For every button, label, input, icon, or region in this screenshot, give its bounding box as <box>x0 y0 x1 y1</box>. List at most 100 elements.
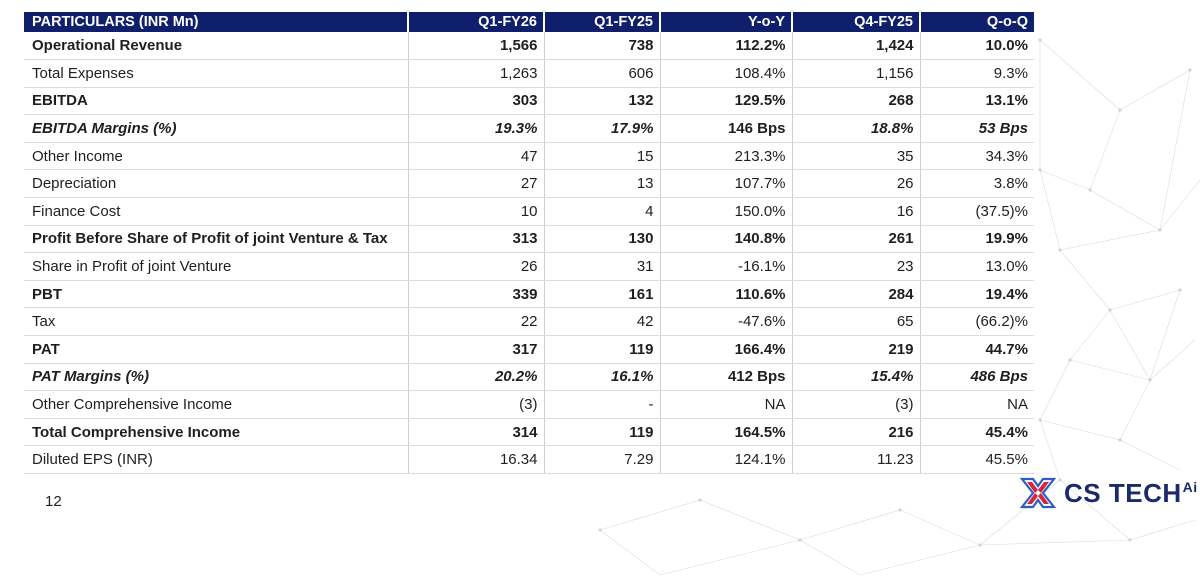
row-label: Profit Before Share of Profit of joint V… <box>24 225 409 254</box>
table-cell: (3) <box>408 390 545 419</box>
table-cell: 313 <box>408 225 545 254</box>
table-header: PARTICULARS (INR Mn) Q1-FY26 Q1-FY25 Y-o-Y Q… <box>24 12 1034 32</box>
table-row: Total Expenses 1,263 606 108.4% 1,156 9.3% <box>24 59 1034 88</box>
table-cell: 166.4% <box>660 335 793 364</box>
table-row: Depreciation 27 13 107.7% 26 3.8% <box>24 169 1034 199</box>
table-cell: 23 <box>792 252 921 281</box>
row-label: Depreciation <box>24 169 409 199</box>
table-cell: 15.4% <box>792 363 921 392</box>
table-body: Operational Revenue 1,566 738 112.2% 1,424 10… <box>24 32 1034 474</box>
table-cell: 412 Bps <box>660 363 793 392</box>
financial-results-table-container: PARTICULARS (INR Mn) Q1-FY26 Q1-FY25 Y-o-Y Q… <box>24 12 1034 474</box>
row-label: PBT <box>24 280 409 309</box>
table-cell: 261 <box>792 225 921 254</box>
table-row: Total Comprehensive Income 314 119 164.5% 21… <box>24 418 1034 447</box>
cs-tech-logo: CS TECHAi <box>1018 470 1198 516</box>
table-cell: 303 <box>408 87 545 116</box>
table-cell: 16 <box>792 197 921 226</box>
table-cell: 164.5% <box>660 418 793 447</box>
row-label: Other Comprehensive Income <box>24 390 409 419</box>
table-row: PAT Margins (%) 20.2% 16.1% 412 Bps 15.4% 486… <box>24 363 1034 392</box>
table-cell: 19.3% <box>408 114 545 143</box>
table-cell: 16.34 <box>408 445 545 474</box>
row-label: Operational Revenue <box>24 32 409 61</box>
table-cell: 132 <box>544 87 661 116</box>
table-row: PAT 317 119 166.4% 219 44.7% <box>24 335 1034 364</box>
table-cell: 486 Bps <box>920 363 1034 392</box>
table-cell: 216 <box>792 418 921 447</box>
table-row: PBT 339 161 110.6% 284 19.4% <box>24 280 1034 309</box>
table-cell: 738 <box>544 32 661 61</box>
table-cell: 1,263 <box>408 59 545 88</box>
table-cell: 19.9% <box>920 225 1034 254</box>
table-cell: - <box>544 390 661 419</box>
table-cell: 47 <box>408 142 545 171</box>
table-row: Tax 22 42 -47.6% 65 (66.2)% <box>24 307 1034 337</box>
table-cell: 45.5% <box>920 445 1034 474</box>
row-label: Other Income <box>24 142 409 171</box>
row-label: Total Comprehensive Income <box>24 418 409 447</box>
row-label: Share in Profit of joint Venture <box>24 252 409 281</box>
table-row: Other Income 47 15 213.3% 35 34.3% <box>24 142 1034 171</box>
table-cell: 107.7% <box>660 169 793 199</box>
table-cell: 35 <box>792 142 921 171</box>
table-cell: 65 <box>792 307 921 337</box>
row-label: EBITDA Margins (%) <box>24 114 409 143</box>
table-cell: 26 <box>792 169 921 199</box>
table-cell: 130 <box>544 225 661 254</box>
table-cell: 161 <box>544 280 661 309</box>
table-row: Diluted EPS (INR) 16.34 7.29 124.1% 11.23 45.… <box>24 445 1034 474</box>
table-cell: (66.2)% <box>920 307 1034 337</box>
table-cell: 124.1% <box>660 445 793 474</box>
table-cell: 606 <box>544 59 661 88</box>
table-cell: 146 Bps <box>660 114 793 143</box>
table-cell: 1,566 <box>408 32 545 61</box>
table-cell: 129.5% <box>660 87 793 116</box>
table-cell: 42 <box>544 307 661 337</box>
table-row: Other Comprehensive Income (3) - NA (3) NA <box>24 390 1034 419</box>
table-cell: 34.3% <box>920 142 1034 171</box>
header-q1-fy25: Q1-FY25 <box>544 12 661 32</box>
table-row: Share in Profit of joint Venture 26 31 -16.… <box>24 252 1034 281</box>
logo-text: CS TECHAi <box>1064 480 1198 506</box>
table-cell: 110.6% <box>660 280 793 309</box>
table-row: Profit Before Share of Profit of joint V… <box>24 225 1034 254</box>
table-cell: 314 <box>408 418 545 447</box>
table-header-row: PARTICULARS (INR Mn) Q1-FY26 Q1-FY25 Y-o-Y Q… <box>24 12 1034 32</box>
table-row: Operational Revenue 1,566 738 112.2% 1,424 10… <box>24 32 1034 61</box>
row-label: Tax <box>24 307 409 337</box>
header-q-o-q: Q-o-Q <box>920 12 1034 32</box>
table-cell: 27 <box>408 169 545 199</box>
table-cell: 9.3% <box>920 59 1034 88</box>
table-cell: 112.2% <box>660 32 793 61</box>
table-cell: 1,424 <box>792 32 921 61</box>
page-number: 12 <box>45 493 62 510</box>
table-cell: 18.8% <box>792 114 921 143</box>
table-cell: 213.3% <box>660 142 793 171</box>
table-cell: 26 <box>408 252 545 281</box>
row-label: PAT Margins (%) <box>24 363 409 392</box>
header-y-o-y: Y-o-Y <box>660 12 793 32</box>
table-cell: 4 <box>544 197 661 226</box>
table-cell: 317 <box>408 335 545 364</box>
table-cell: (37.5)% <box>920 197 1034 226</box>
table-cell: 20.2% <box>408 363 545 392</box>
table-cell: 268 <box>792 87 921 116</box>
logo-superscript: Ai <box>1182 479 1198 496</box>
row-label: PAT <box>24 335 409 364</box>
table-cell: 45.4% <box>920 418 1034 447</box>
header-q1-fy26: Q1-FY26 <box>408 12 545 32</box>
table-cell: 3.8% <box>920 169 1034 199</box>
table-cell: 284 <box>792 280 921 309</box>
table-cell: 1,156 <box>792 59 921 88</box>
table-row: Finance Cost 10 4 150.0% 16 (37.5)% <box>24 197 1034 226</box>
table-cell: 140.8% <box>660 225 793 254</box>
table-cell: 53 Bps <box>920 114 1034 143</box>
table-cell: 13.1% <box>920 87 1034 116</box>
table-cell: 7.29 <box>544 445 661 474</box>
table-cell: NA <box>920 390 1034 419</box>
financial-results-table: PARTICULARS (INR Mn) Q1-FY26 Q1-FY25 Y-o-Y Q… <box>24 12 1034 474</box>
table-cell: 108.4% <box>660 59 793 88</box>
row-label: Total Expenses <box>24 59 409 88</box>
table-cell: 13.0% <box>920 252 1034 281</box>
